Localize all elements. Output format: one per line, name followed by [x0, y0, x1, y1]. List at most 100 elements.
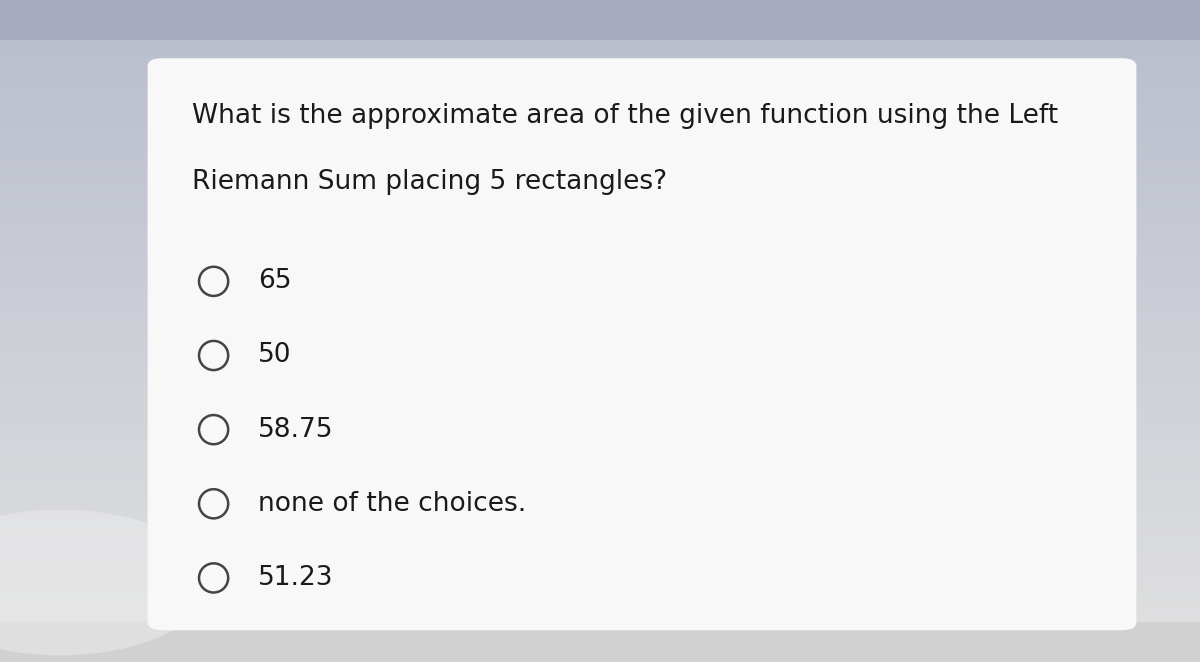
- Bar: [0, 419, 1200, 422]
- Bar: [0, 250, 1200, 252]
- Bar: [0, 444, 1200, 446]
- Bar: [0, 393, 1200, 395]
- Bar: [0, 164, 1200, 166]
- Bar: [0, 121, 1200, 124]
- Bar: [0, 457, 1200, 459]
- Bar: [0, 377, 1200, 379]
- Bar: [0, 91, 1200, 93]
- Bar: [0, 442, 1200, 444]
- Bar: [0, 412, 1200, 415]
- Bar: [0, 461, 1200, 463]
- Bar: [0, 554, 1200, 556]
- Bar: [0, 181, 1200, 183]
- Bar: [0, 389, 1200, 391]
- Bar: [0, 139, 1200, 141]
- Bar: [0, 18, 1200, 20]
- Bar: [0, 585, 1200, 587]
- Bar: [0, 130, 1200, 132]
- Bar: [0, 68, 1200, 71]
- Bar: [0, 276, 1200, 278]
- Bar: [0, 263, 1200, 265]
- Bar: [0, 88, 1200, 91]
- Bar: [0, 326, 1200, 329]
- Bar: [0, 119, 1200, 121]
- Bar: [0, 569, 1200, 571]
- Bar: [0, 86, 1200, 88]
- Bar: [0, 38, 1200, 40]
- Bar: [0, 42, 1200, 44]
- Bar: [0, 296, 1200, 298]
- Bar: [0, 563, 1200, 565]
- Bar: [0, 386, 1200, 389]
- Bar: [0, 508, 1200, 510]
- Bar: [0, 150, 1200, 152]
- Bar: [0, 210, 1200, 212]
- Bar: [0, 300, 1200, 303]
- Bar: [0, 307, 1200, 309]
- Bar: [0, 384, 1200, 386]
- Bar: [0, 185, 1200, 187]
- Bar: [0, 218, 1200, 220]
- Bar: [0, 205, 1200, 207]
- Bar: [0, 402, 1200, 404]
- Bar: [0, 600, 1200, 602]
- Bar: [0, 642, 1200, 644]
- Bar: [0, 470, 1200, 472]
- Bar: [0, 618, 1200, 620]
- Bar: [0, 660, 1200, 662]
- Bar: [0, 252, 1200, 254]
- Bar: [0, 591, 1200, 594]
- Bar: [0, 437, 1200, 439]
- Bar: [0, 549, 1200, 551]
- Bar: [0, 534, 1200, 536]
- Bar: [0, 583, 1200, 585]
- Bar: [0, 227, 1200, 230]
- Bar: [0, 351, 1200, 353]
- Bar: [0, 245, 1200, 247]
- Bar: [0, 203, 1200, 205]
- Bar: [0, 115, 1200, 117]
- Bar: [0, 298, 1200, 300]
- Bar: [0, 607, 1200, 609]
- Bar: [0, 108, 1200, 111]
- Bar: [0, 634, 1200, 636]
- Bar: [0, 496, 1200, 498]
- Bar: [0, 594, 1200, 596]
- Bar: [0, 422, 1200, 424]
- Bar: [0, 342, 1200, 344]
- Bar: [0, 285, 1200, 287]
- Bar: [0, 146, 1200, 148]
- Bar: [0, 132, 1200, 134]
- Bar: [0, 320, 1200, 322]
- Bar: [0, 532, 1200, 534]
- Bar: [0, 31, 1200, 33]
- Bar: [0, 194, 1200, 197]
- Bar: [0, 311, 1200, 313]
- Bar: [0, 313, 1200, 316]
- Bar: [0, 528, 1200, 530]
- Bar: [0, 243, 1200, 245]
- Bar: [0, 289, 1200, 291]
- Bar: [0, 2, 1200, 5]
- Bar: [0, 565, 1200, 567]
- Bar: [0, 611, 1200, 614]
- Bar: [0, 602, 1200, 604]
- Bar: [0, 581, 1200, 583]
- Bar: [0, 44, 1200, 46]
- Bar: [0, 530, 1200, 532]
- Bar: [0, 395, 1200, 397]
- Bar: [0, 596, 1200, 598]
- Bar: [0, 547, 1200, 549]
- Bar: [0, 220, 1200, 223]
- Point: [204, 424, 223, 435]
- Bar: [0, 510, 1200, 512]
- Bar: [0, 505, 1200, 508]
- Ellipse shape: [0, 510, 210, 655]
- Point: [204, 276, 223, 287]
- Bar: [0, 492, 1200, 495]
- Bar: [0, 73, 1200, 75]
- Bar: [0, 446, 1200, 448]
- Bar: [0, 349, 1200, 351]
- Bar: [0, 329, 1200, 331]
- Bar: [0, 318, 1200, 320]
